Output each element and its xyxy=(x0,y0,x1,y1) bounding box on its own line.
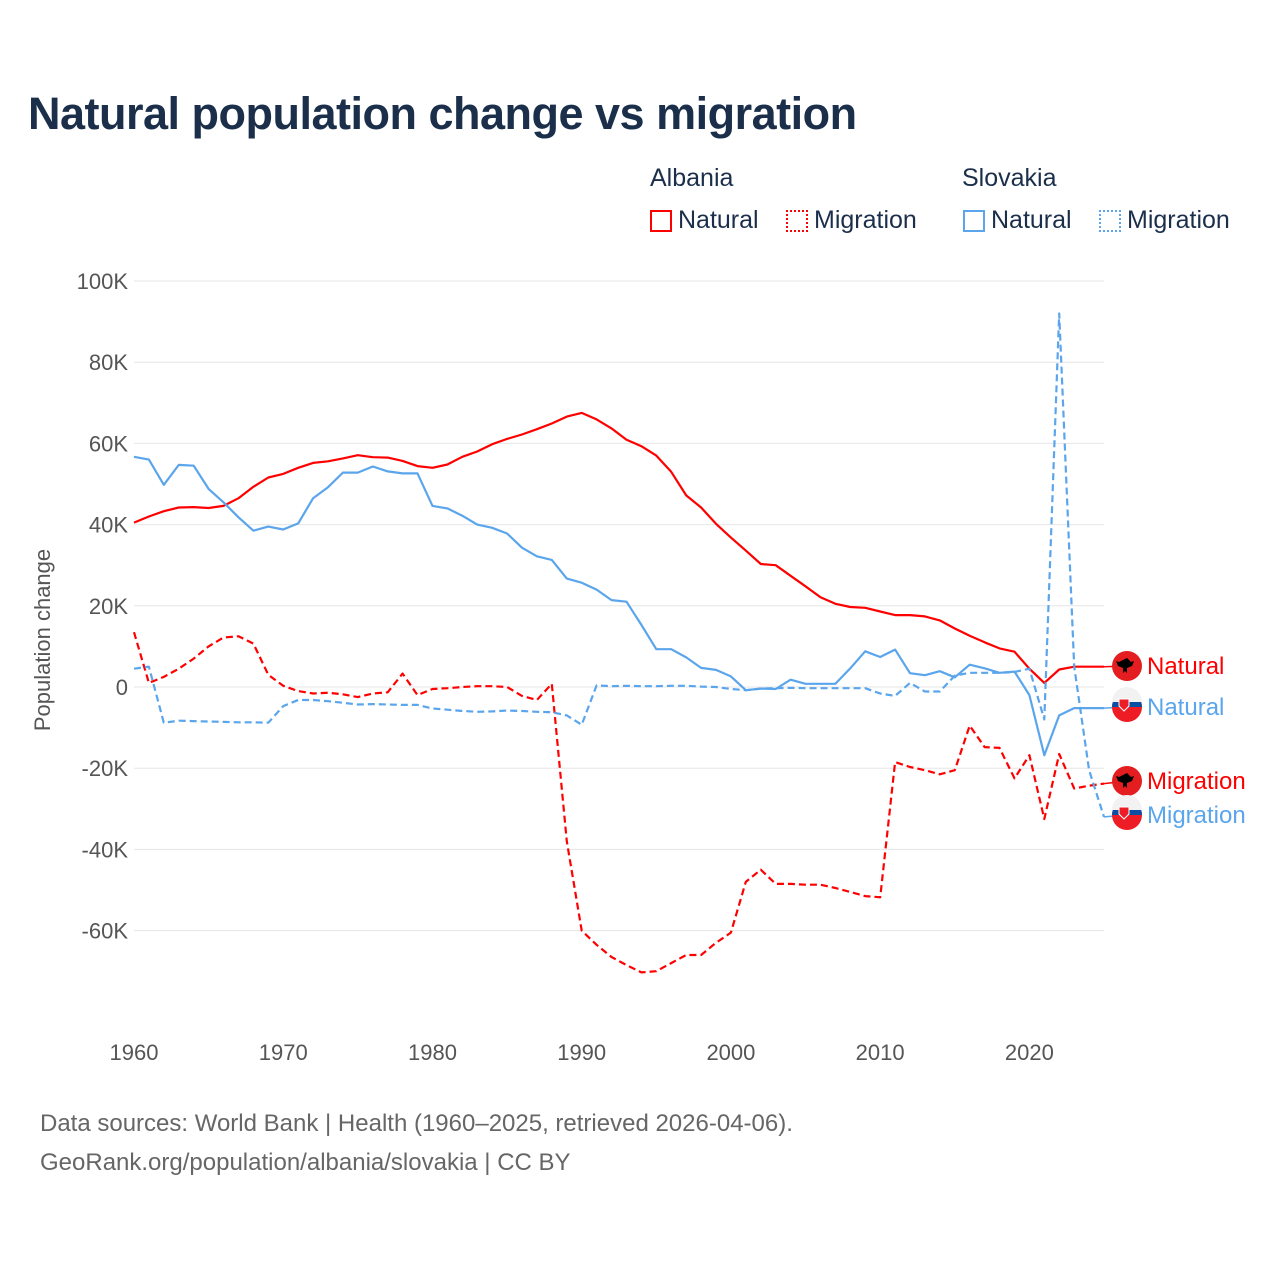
legend-albania-migration[interactable]: Migration xyxy=(786,206,917,235)
end-label: Migration xyxy=(1147,768,1246,795)
y-axis-label: Population change xyxy=(30,549,55,731)
y-tick-label: -60K xyxy=(82,919,129,944)
slovakia-flag-icon xyxy=(1112,687,1142,722)
legend-albania-natural[interactable]: Natural xyxy=(650,206,759,235)
x-tick-label: 1980 xyxy=(408,1040,457,1065)
legend-swatch-dotted xyxy=(786,209,808,232)
series-line-slovakia-migration xyxy=(133,312,1106,818)
legend-label: Natural xyxy=(678,206,759,234)
albania-flag-icon xyxy=(1112,651,1142,681)
legend-group-slovakia: Slovakia xyxy=(962,164,1057,192)
x-tick-label: 2000 xyxy=(706,1040,755,1065)
legend-label: Migration xyxy=(1127,206,1230,234)
legend-slovakia-natural[interactable]: Natural xyxy=(963,206,1072,235)
flag-shield xyxy=(1118,806,1130,820)
end-label: Migration xyxy=(1147,802,1246,829)
legend-swatch-solid xyxy=(650,209,672,232)
y-tick-label: -40K xyxy=(82,837,129,862)
footer-link[interactable]: GeoRank.org/population/albania/slovakia … xyxy=(40,1149,571,1176)
footer-sources: Data sources: World Bank | Health (1960–… xyxy=(40,1110,793,1137)
legend-group-albania: Albania xyxy=(650,164,734,192)
y-tick-label: 20K xyxy=(89,594,128,619)
y-tick-label: 60K xyxy=(89,431,128,456)
eagle-shape xyxy=(1116,658,1134,673)
y-tick-label: 80K xyxy=(89,350,128,375)
y-tick-label: -20K xyxy=(82,756,129,781)
legend-swatch-dotted xyxy=(1099,209,1121,232)
legend-label: Natural xyxy=(991,206,1072,234)
albania-flag-icon xyxy=(1112,766,1142,796)
end-label: Natural xyxy=(1147,653,1224,680)
x-tick-label: 1960 xyxy=(110,1040,159,1065)
x-tick-label: 1970 xyxy=(259,1040,308,1065)
eagle-shape xyxy=(1116,773,1134,788)
y-tick-label: 40K xyxy=(89,513,128,538)
flag-white xyxy=(1112,687,1142,702)
flag-shield xyxy=(1118,698,1130,712)
end-label: Natural xyxy=(1147,694,1224,721)
legend-swatch-solid xyxy=(963,209,985,232)
slovakia-flag-icon xyxy=(1112,795,1142,830)
y-tick-label: 0 xyxy=(116,675,128,700)
legend-label: Migration xyxy=(814,206,917,234)
chart-title: Natural population change vs migration xyxy=(28,88,857,139)
series-line-slovakia-natural xyxy=(133,455,1104,757)
y-tick-label: 100K xyxy=(77,269,129,294)
x-tick-label: 2020 xyxy=(1005,1040,1054,1065)
legend-slovakia-migration[interactable]: Migration xyxy=(1099,206,1230,235)
x-tick-label: 1990 xyxy=(557,1040,606,1065)
series-line-albania-natural xyxy=(133,411,1104,684)
flag-white xyxy=(1112,795,1142,810)
series-line-albania-migration xyxy=(132,631,1105,974)
x-tick-label: 2010 xyxy=(856,1040,905,1065)
